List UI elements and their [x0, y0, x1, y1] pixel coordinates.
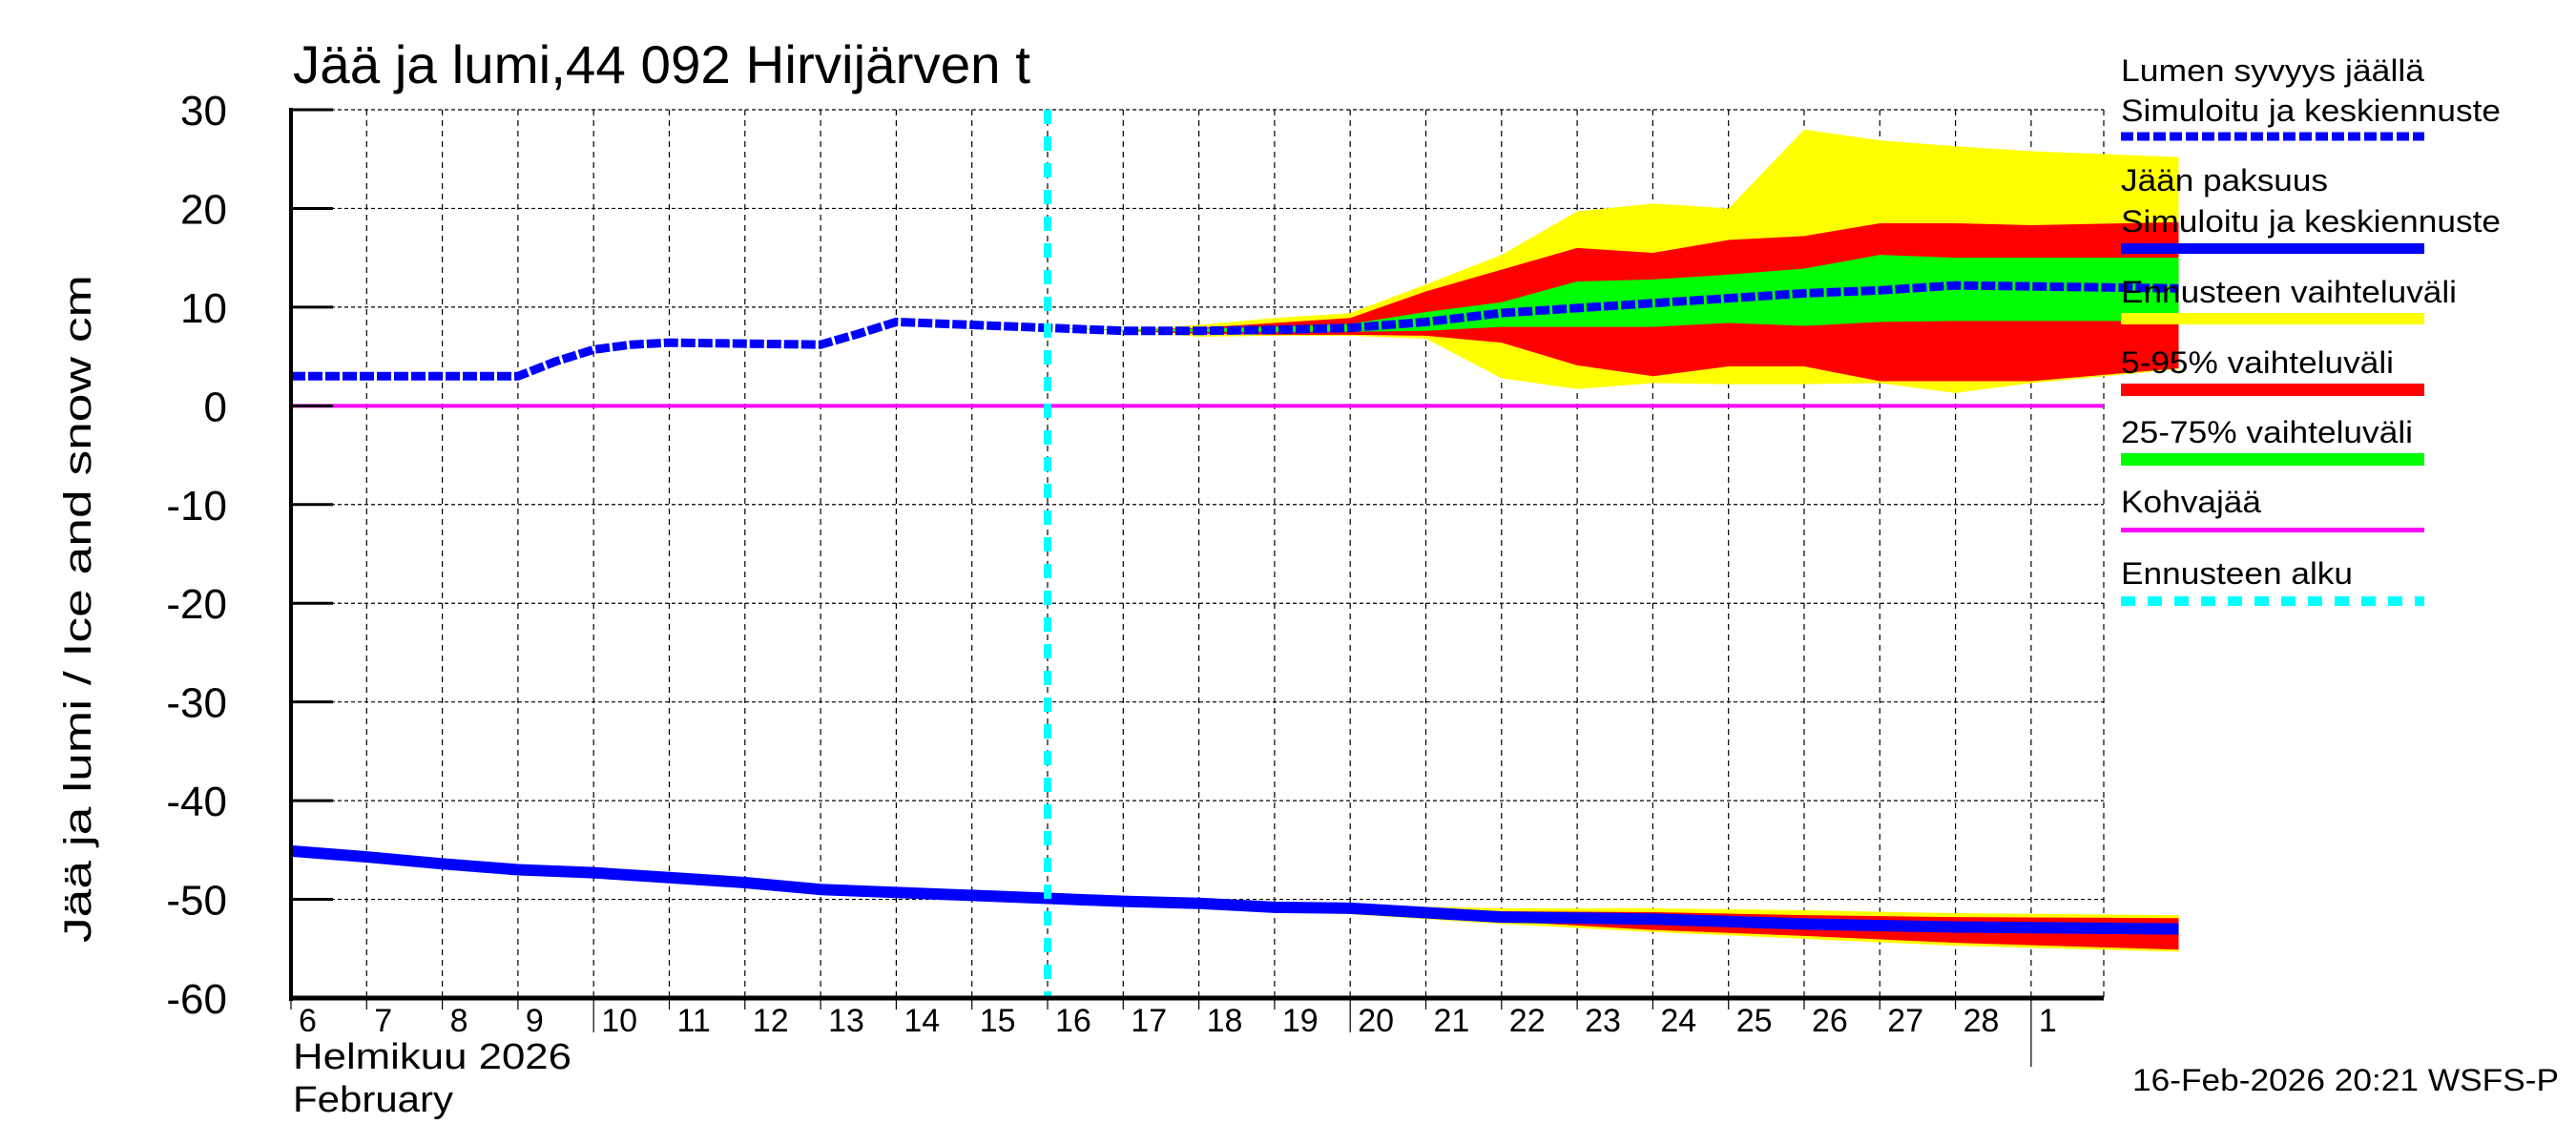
legend-slush-swatch	[2121, 528, 2424, 532]
x-tick-label: 19	[1282, 1003, 1319, 1039]
snow-25-75-band	[1048, 255, 2179, 332]
y-tick-labels: 30 20 10 0 -10 -20 -30 -40 -50 -60	[166, 88, 227, 1023]
x-tick-label: 25	[1736, 1003, 1773, 1039]
y-tick-label: -30	[166, 680, 227, 727]
x-tick-labels: 6 7 8 9 10 11 12 13 14 15 16 17 18 19 20 21 22 23 24 25 26 27…	[299, 1003, 2057, 1039]
legend-snow-label: Lumen syvyys jäällä	[2121, 53, 2424, 88]
data-lines	[290, 110, 2179, 998]
x-tick-label: 11	[677, 1003, 711, 1039]
y-tick-label: -60	[166, 976, 227, 1023]
x-tick-label: 9	[526, 1003, 544, 1039]
legend-ice-label: Jään paksuus	[2121, 163, 2328, 198]
y-tick-label: 10	[180, 285, 227, 332]
legend-slush-label: Kohvajää	[2121, 485, 2261, 519]
snow-depth-line	[291, 281, 2179, 381]
timestamp-label: 16-Feb-2026 20:21 WSFS-P	[2132, 1063, 2559, 1097]
x-tick-label: 13	[828, 1003, 864, 1039]
x-axis-month-en: February	[293, 1080, 453, 1120]
x-tick-label: 7	[374, 1003, 392, 1039]
x-tick-label: 17	[1131, 1003, 1167, 1039]
x-tick-label: 26	[1812, 1003, 1848, 1039]
legend-25-75-label: 25-75% vaihteluväli	[2121, 415, 2413, 449]
x-tick-label: 28	[1963, 1003, 2000, 1039]
legend: Lumen syvyys jäällä Simuloitu ja keskien…	[2121, 53, 2501, 606]
y-tick-label: 20	[180, 186, 227, 233]
legend-forecast-start-label: Ennusteen alku	[2121, 556, 2353, 591]
x-tick-label: 6	[299, 1003, 317, 1039]
x-tick-label: 21	[1434, 1003, 1470, 1039]
legend-snow-sublabel: Simuloitu ja keskiennuste	[2121, 94, 2501, 128]
x-tick-label: 18	[1207, 1003, 1243, 1039]
y-tick-label: -40	[166, 779, 227, 825]
y-axis-label: Jää ja lumi / Ice and snow cm	[57, 275, 99, 943]
x-tick-label: 14	[904, 1003, 940, 1039]
x-tick-label: 1	[2039, 1003, 2057, 1039]
legend-25-75-swatch	[2121, 453, 2424, 466]
x-tick-label: 20	[1358, 1003, 1394, 1039]
legend-ice-sublabel: Simuloitu ja keskiennuste	[2121, 204, 2501, 239]
x-axis-month-fi: Helmikuu 2026	[293, 1037, 571, 1077]
chart-title: Jää ja lumi,44 092 Hirvijärven t	[293, 34, 1030, 94]
x-tick-label: 23	[1585, 1003, 1621, 1039]
legend-ice-swatch	[2121, 243, 2424, 254]
x-tick-label: 12	[753, 1003, 789, 1039]
y-tick-label: 0	[204, 384, 227, 430]
axes	[289, 108, 2104, 1067]
x-tick-label: 24	[1660, 1003, 1696, 1039]
x-tick-label: 22	[1509, 1003, 1546, 1039]
legend-range-swatch	[2121, 313, 2424, 324]
x-tick-label: 27	[1887, 1003, 1923, 1039]
y-tick-label: -50	[166, 878, 227, 925]
x-tick-label: 8	[450, 1003, 468, 1039]
x-tick-label: 10	[601, 1003, 637, 1039]
ice-thickness-line	[290, 844, 2179, 935]
x-tick-label: 16	[1055, 1003, 1091, 1039]
y-tick-label: 30	[180, 88, 227, 135]
legend-5-95-label: 5-95% vaihteluväli	[2121, 345, 2394, 380]
y-tick-label: -20	[166, 581, 227, 628]
x-tick-label: 15	[980, 1003, 1016, 1039]
y-tick-label: -10	[166, 483, 227, 530]
legend-5-95-swatch	[2121, 384, 2424, 396]
legend-range-label: Ennusteen vaihteluväli	[2121, 275, 2457, 309]
